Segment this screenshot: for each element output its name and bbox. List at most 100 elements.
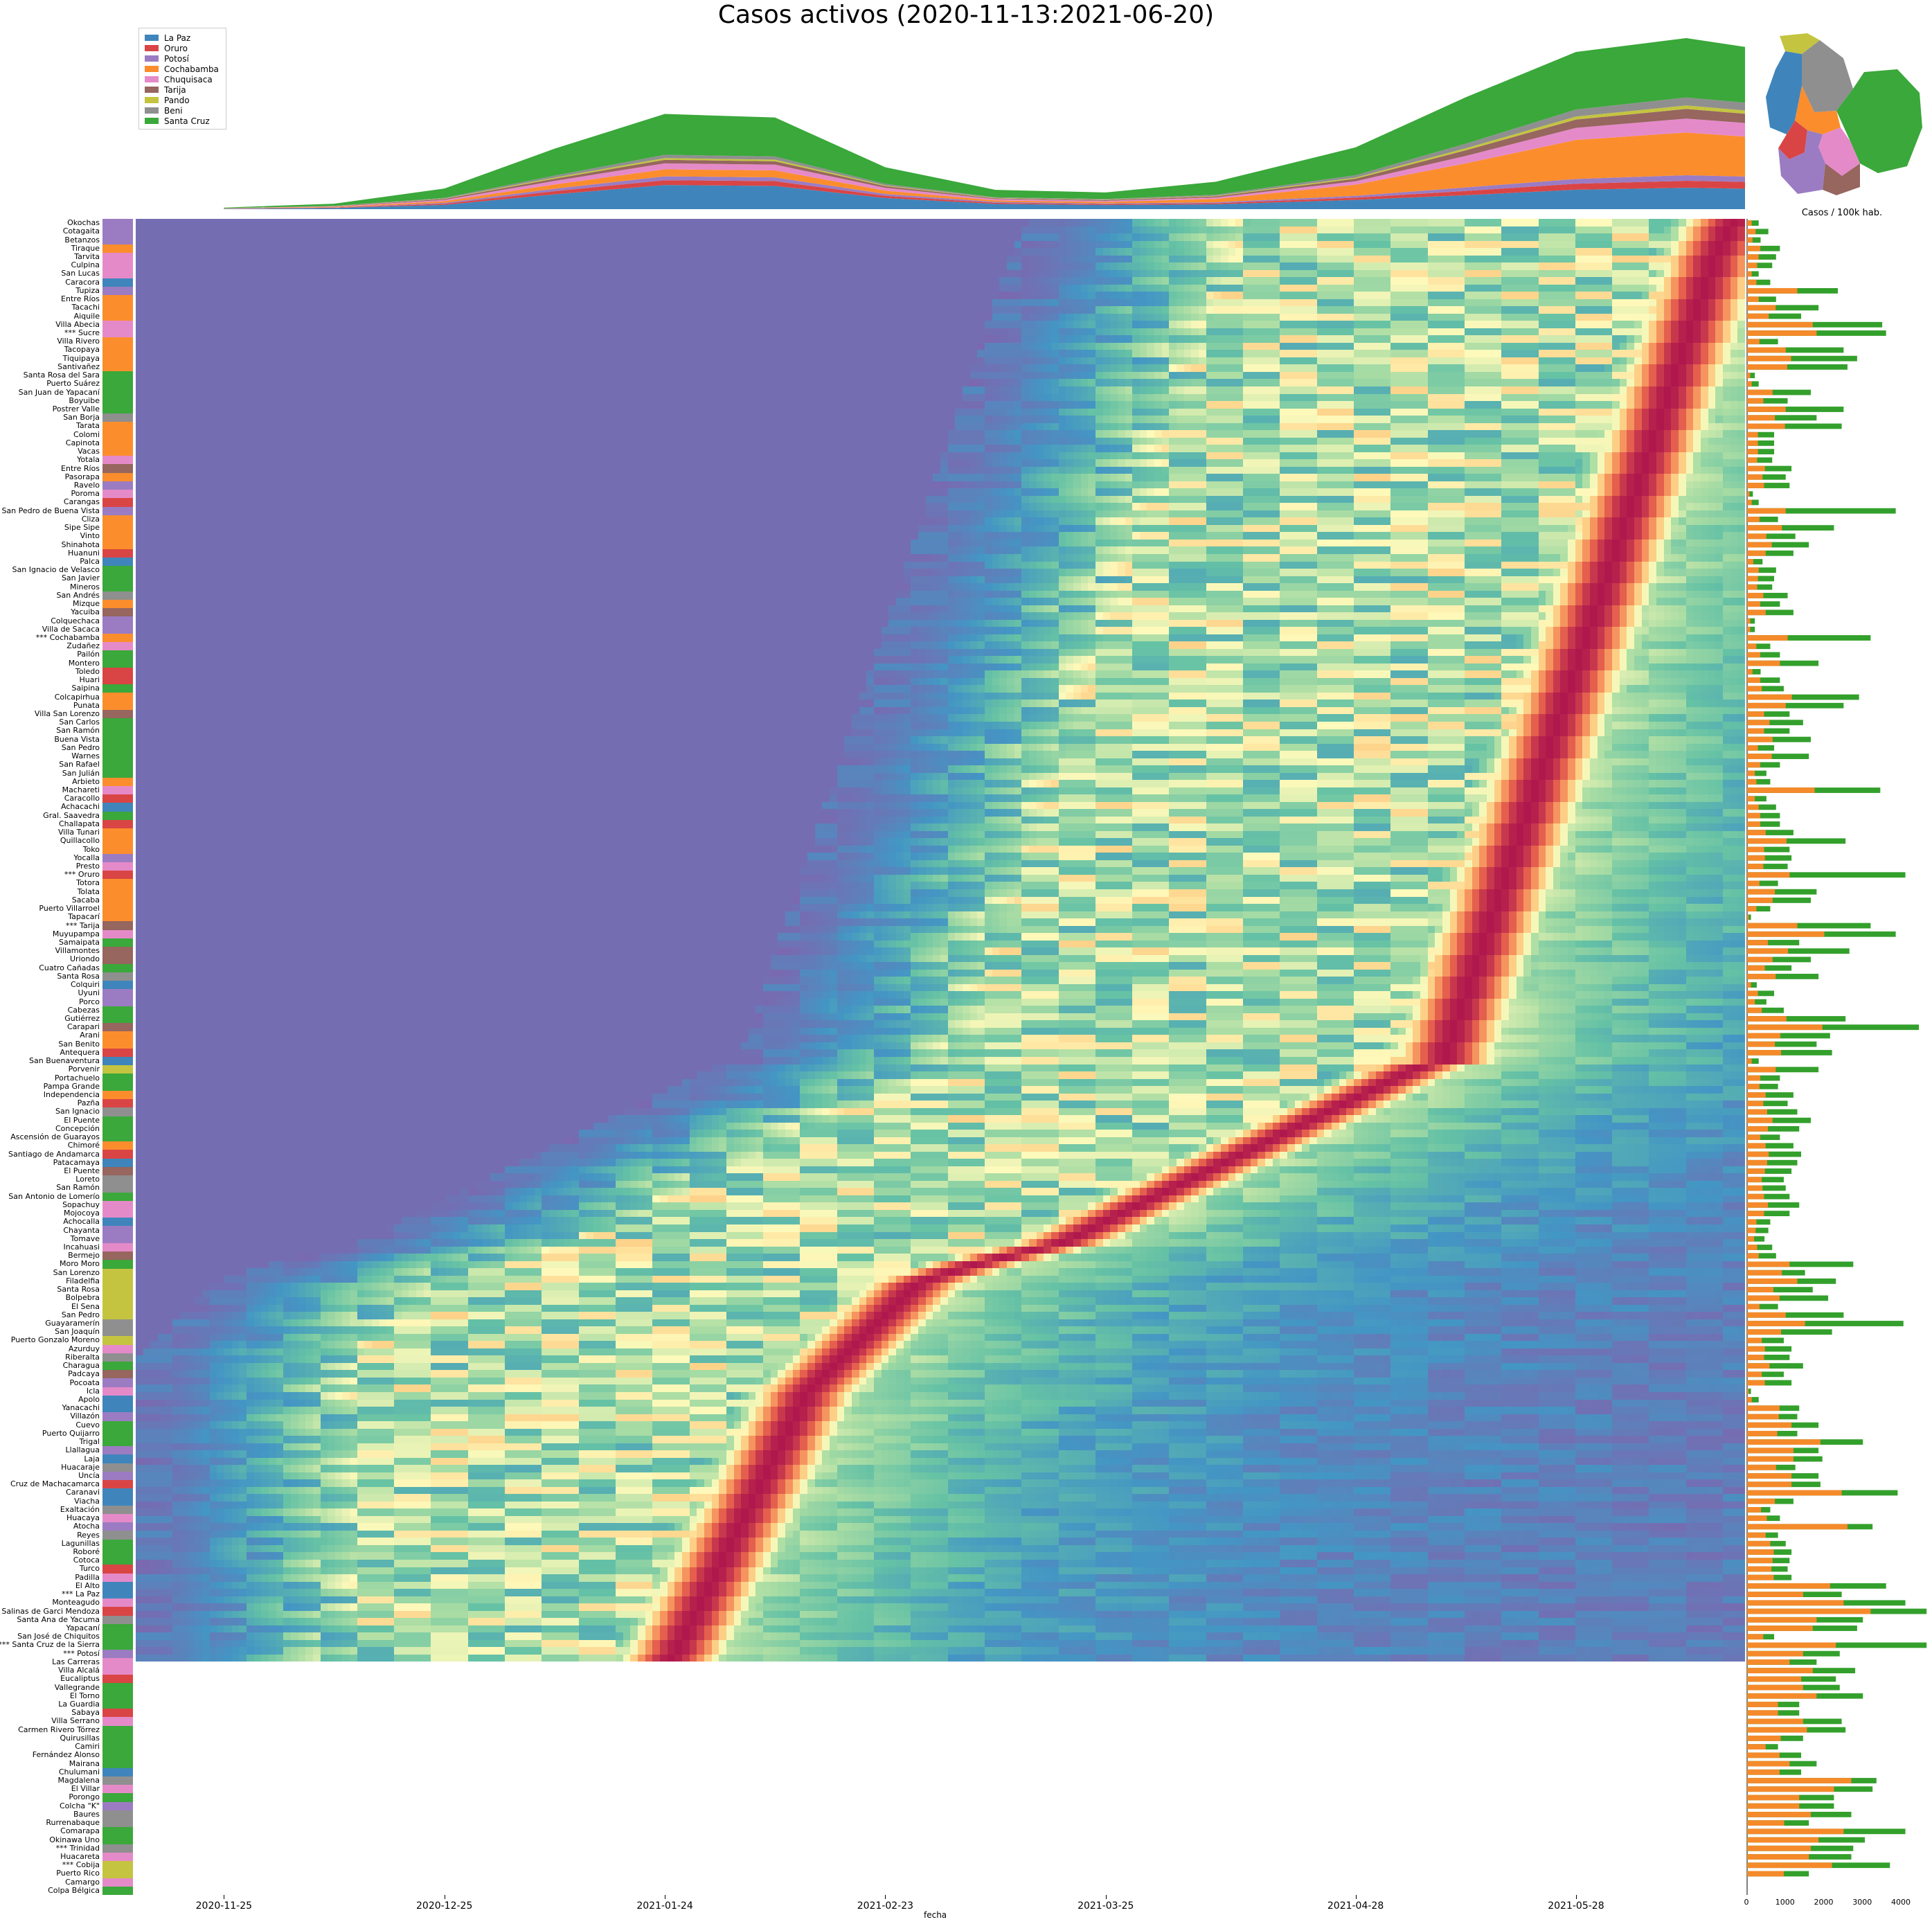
heat-cell [830, 277, 837, 285]
heat-cell [497, 219, 506, 226]
heat-cell [830, 357, 837, 365]
heat-cell [1693, 321, 1701, 328]
heat-cell [733, 240, 742, 249]
heat-cell [1604, 328, 1613, 336]
row-label: Mizque [73, 600, 100, 608]
heat-cell [940, 299, 948, 307]
heat-cell [667, 292, 675, 299]
heat-cell [1523, 248, 1531, 256]
heat-cell [1191, 233, 1199, 241]
heat-cell [1316, 350, 1325, 357]
heat-cell [253, 350, 262, 357]
dept-strip-cell [102, 1302, 133, 1312]
heat-cell [394, 240, 402, 249]
heat-cell [1442, 335, 1450, 343]
heat-cell [1095, 219, 1103, 226]
heat-cell [578, 255, 587, 263]
heat-cell [977, 219, 985, 226]
heat-cell [1250, 364, 1258, 372]
row-label: Challapata [59, 819, 100, 828]
heat-cell [386, 364, 395, 372]
heat-cell [1663, 269, 1672, 278]
heat-cell [409, 342, 417, 350]
heat-cell [1265, 299, 1273, 307]
heat-cell [623, 335, 631, 343]
heat-cell [1132, 350, 1140, 357]
heat-cell [1420, 262, 1428, 270]
heat-cell [770, 313, 778, 321]
dept-strip-cell [102, 896, 133, 905]
heat-cell [748, 342, 756, 350]
heat-cell [1486, 262, 1494, 270]
heat-cell [1715, 321, 1724, 328]
heat-cell [600, 292, 609, 299]
heat-cell [770, 335, 778, 343]
heat-cell [342, 299, 350, 307]
heat-cell [372, 342, 379, 350]
heat-cell [527, 335, 535, 343]
heat-cell [933, 328, 940, 336]
heat-cell [1073, 269, 1081, 278]
dept-strip-cell [102, 1370, 133, 1379]
heat-cell [1332, 277, 1339, 285]
heat-cell [792, 364, 800, 372]
heat-cell [1649, 306, 1657, 314]
heat-cell [497, 321, 506, 328]
heat-cell [312, 255, 321, 263]
heat-cell [1161, 262, 1170, 270]
heat-cell [519, 321, 527, 328]
heat-cell [1324, 350, 1332, 357]
heat-cell [1516, 277, 1524, 285]
heat-cell [1169, 350, 1177, 357]
heat-cell [290, 321, 298, 328]
heat-cell [674, 262, 682, 270]
heat-cell [548, 313, 557, 321]
heat-cell [246, 262, 254, 270]
heat-cell [527, 277, 535, 285]
heat-cell [1523, 262, 1531, 270]
heat-cell [261, 219, 269, 226]
heat-cell [379, 364, 387, 372]
heat-cell [505, 321, 512, 328]
heat-cell [704, 292, 712, 299]
heat-cell [1125, 219, 1133, 226]
heat-cell [1627, 284, 1635, 292]
heat-cell [1737, 284, 1745, 292]
heat-cell [1538, 321, 1546, 328]
heat-cell [283, 364, 291, 372]
row-label: Independencia [44, 1091, 100, 1099]
heat-cell [298, 219, 306, 226]
heat-cell [866, 364, 875, 372]
heat-cell [1427, 321, 1435, 328]
heat-cell [334, 335, 343, 343]
heat-cell [505, 226, 512, 234]
heat-cell [1213, 357, 1222, 365]
heat-cell [1397, 284, 1406, 292]
heat-cell [172, 284, 180, 292]
heat-cell [903, 350, 911, 357]
heat-cell [1006, 364, 1014, 372]
heat-cell [1110, 284, 1118, 292]
heat-cell [1516, 248, 1524, 256]
heat-cell [977, 269, 985, 278]
heat-cell [1523, 284, 1531, 292]
heat-cell [379, 306, 387, 314]
heat-cell [1161, 350, 1170, 357]
heat-cell [741, 313, 749, 321]
heat-cell [542, 313, 549, 321]
heat-cell [1516, 306, 1524, 314]
heat-cell [179, 364, 188, 372]
heat-cell [490, 342, 498, 350]
heat-cell [674, 226, 682, 234]
heat-cell [977, 255, 985, 263]
heat-cell [1627, 226, 1635, 234]
heat-cell [1287, 284, 1295, 292]
heat-cell [438, 364, 446, 372]
heat-cell [586, 255, 593, 263]
heat-cell [209, 262, 217, 270]
heat-cell [1095, 226, 1103, 234]
heat-cell [1604, 357, 1613, 365]
heat-cell [1294, 328, 1303, 336]
heat-cell [1177, 357, 1184, 365]
heat-cell [1737, 277, 1745, 285]
